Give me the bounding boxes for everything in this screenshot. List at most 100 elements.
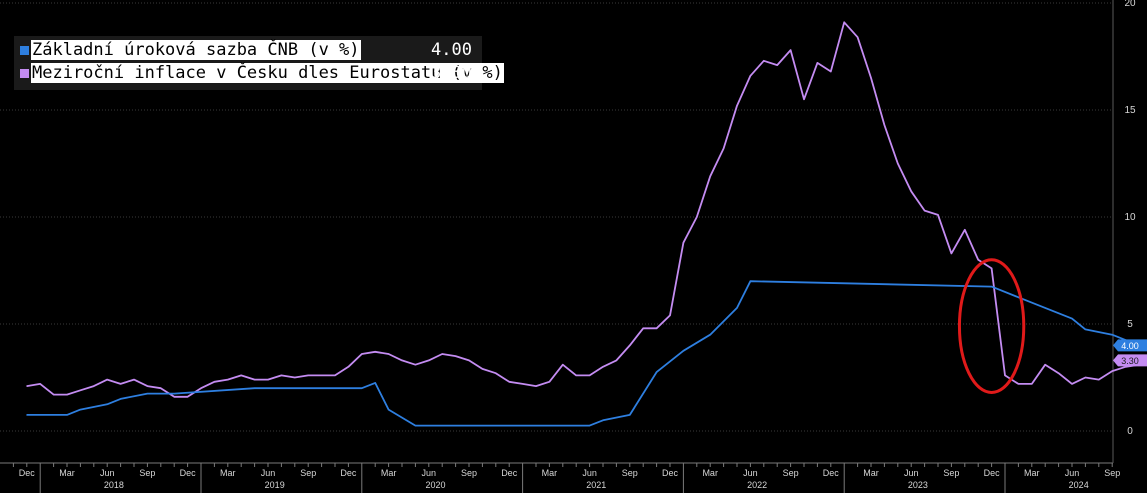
data-point-1 [1017,383,1020,385]
data-point-1 [991,267,993,269]
data-point-1 [106,379,108,381]
x-tick-label: Dec [823,468,840,478]
x-tick-label: Jun [582,468,597,478]
data-point-1 [696,216,698,218]
data-point-1 [146,385,148,387]
legend-swatch-rate [20,45,29,55]
data-point-0 [656,371,658,373]
x-year-label: 2020 [425,480,445,490]
x-tick-label: Dec [662,468,679,478]
data-point-0 [602,419,604,421]
data-point-1 [173,396,175,398]
data-point-1 [401,359,403,361]
legend-value-inflation: 3.30 [431,63,472,83]
data-point-1 [347,366,349,368]
data-point-1 [388,353,390,355]
x-tick-label: Dec [19,468,36,478]
x-year-label: 2023 [908,480,928,490]
data-point-1 [790,49,792,51]
x-tick-label: Mar [863,468,879,478]
data-point-1 [200,387,202,389]
data-point-1 [870,77,872,79]
highlight-ellipse [957,258,1026,394]
data-point-1 [187,396,189,398]
legend-item-inflation[interactable]: Meziroční inflace v Česku dles Eurostatu… [20,62,504,84]
data-point-0 [682,350,685,352]
x-tick-label: Dec [340,468,357,478]
x-axis: Dec Mar Jun Sep Dec Mar Jun Sep Dec Mar Jun Sep Dec M… [0,462,1120,493]
x-tick-label: Dec [180,468,197,478]
data-point-1 [254,379,256,381]
data-point-0 [66,414,68,416]
x-tick-label: Sep [783,468,799,478]
data-point-1 [455,355,457,357]
data-point-1 [857,36,859,38]
data-point-1 [749,75,752,77]
data-point-1 [280,374,282,376]
data-point-1 [160,387,162,389]
data-point-0 [414,425,416,427]
data-point-1 [133,379,135,381]
x-tick-label: Dec [984,468,1001,478]
legend-swatch-inflation [20,68,29,78]
x-tick-label: Sep [943,468,959,478]
data-point-1 [294,376,296,379]
data-point-1 [776,64,778,66]
legend: Základní úroková sazba ČNB (v %) 4.00 Me… [14,36,504,90]
data-point-0 [991,285,993,288]
data-point-1 [414,364,416,366]
data-point-1 [1111,370,1113,372]
data-point-0 [1044,307,1046,309]
x-tick-label: Jun [743,468,758,478]
legend-value-rate: 4.00 [431,40,472,60]
data-point-0 [736,307,738,309]
data-point-0 [1084,328,1086,330]
x-tick-label: Dec [501,468,518,478]
data-point-1 [589,374,591,376]
data-point-1 [924,209,926,212]
data-point-1 [66,394,68,396]
data-point-1 [1125,366,1127,368]
x-tick-label: Sep [622,468,638,478]
x-year-label: 2018 [104,480,124,490]
data-point-1 [656,327,658,329]
data-point-1 [1044,364,1046,366]
end-value-label-0: 4.00 [1121,341,1139,351]
data-point-1 [93,385,95,387]
data-point-1 [522,383,524,385]
data-point-1 [910,190,912,192]
gridlines [0,2,1113,432]
y-tick-label: 10 [1124,212,1136,223]
x-tick-label: Sep [461,468,477,478]
data-point-1 [26,385,28,387]
data-point-1 [39,383,41,385]
x-tick-label: Mar [702,468,718,478]
data-point-1 [897,162,899,165]
data-point-0 [79,409,81,411]
data-point-0 [1017,296,1020,298]
x-tick-label: Mar [542,468,558,478]
data-point-0 [749,280,752,282]
data-point-1 [1098,379,1100,381]
legend-item-rate[interactable]: Základní úroková sazba ČNB (v %) [20,39,361,61]
x-tick-label: Mar [59,468,75,478]
x-tick-label: Mar [220,468,236,478]
data-point-1 [883,124,886,126]
data-point-1 [548,381,551,383]
data-point-1 [736,105,738,107]
data-point-0 [374,382,376,384]
data-point-1 [227,379,229,381]
data-point-0 [1111,334,1113,336]
x-year-label: 2022 [747,480,767,490]
data-point-1 [950,252,953,254]
data-point-1 [508,381,510,383]
y-tick-label: 15 [1124,105,1136,116]
y-axis: 0 5 10 15 20 [1112,0,1136,463]
end-value-label-1: 3.30 [1121,356,1139,366]
x-tick-label: Jun [100,468,115,478]
x-year-label: 2024 [1069,480,1089,490]
data-point-1 [723,147,725,150]
x-tick-label: Sep [1104,468,1120,478]
data-point-1 [120,383,122,385]
